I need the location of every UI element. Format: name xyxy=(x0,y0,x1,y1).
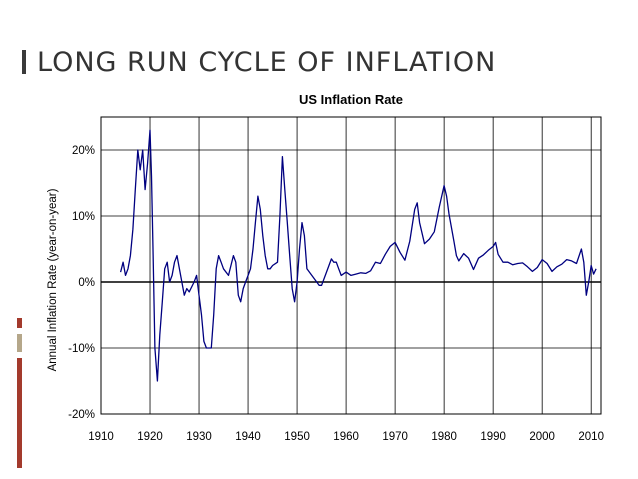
left-accent-bar-bottom xyxy=(17,358,22,468)
y-tick-label: 0% xyxy=(78,277,95,289)
y-tick-label: -10% xyxy=(68,343,95,355)
inflation-series-line xyxy=(119,129,597,382)
x-tick-label: 1970 xyxy=(382,431,408,443)
y-axis-label: Annual Inflation Rate (year-on-year) xyxy=(47,188,59,371)
slide-title-row: LONG RUN CYCLE OF INFLATION xyxy=(22,42,496,82)
chart-title: US Inflation Rate xyxy=(299,92,403,107)
series-layer xyxy=(119,129,597,382)
x-tick-label: 1980 xyxy=(431,431,457,443)
x-tick-label: 2000 xyxy=(529,431,555,443)
x-tick-label: 1910 xyxy=(88,431,114,443)
x-tick-label: 1950 xyxy=(284,431,310,443)
y-tick-label: 20% xyxy=(72,145,95,157)
x-tick-label: 1990 xyxy=(480,431,506,443)
y-tick-label: -20% xyxy=(68,409,95,421)
x-tick-label: 1930 xyxy=(186,431,212,443)
x-tick-label: 1960 xyxy=(333,431,359,443)
left-accent-bar-middle xyxy=(17,334,22,352)
x-tick-label: 2010 xyxy=(578,431,604,443)
plot-frame xyxy=(100,116,602,415)
y-tick-label: 10% xyxy=(72,211,95,223)
x-tick-label: 1940 xyxy=(235,431,261,443)
axis-layer: 1910 1920 1930 1940 1950 1960 1970 1980 1990 2000… xyxy=(68,145,604,443)
slide-title: LONG RUN CYCLE OF INFLATION xyxy=(37,46,497,78)
title-accent-bar xyxy=(22,50,26,74)
left-accent-bar-top xyxy=(17,318,22,328)
x-tick-label: 1920 xyxy=(137,431,163,443)
